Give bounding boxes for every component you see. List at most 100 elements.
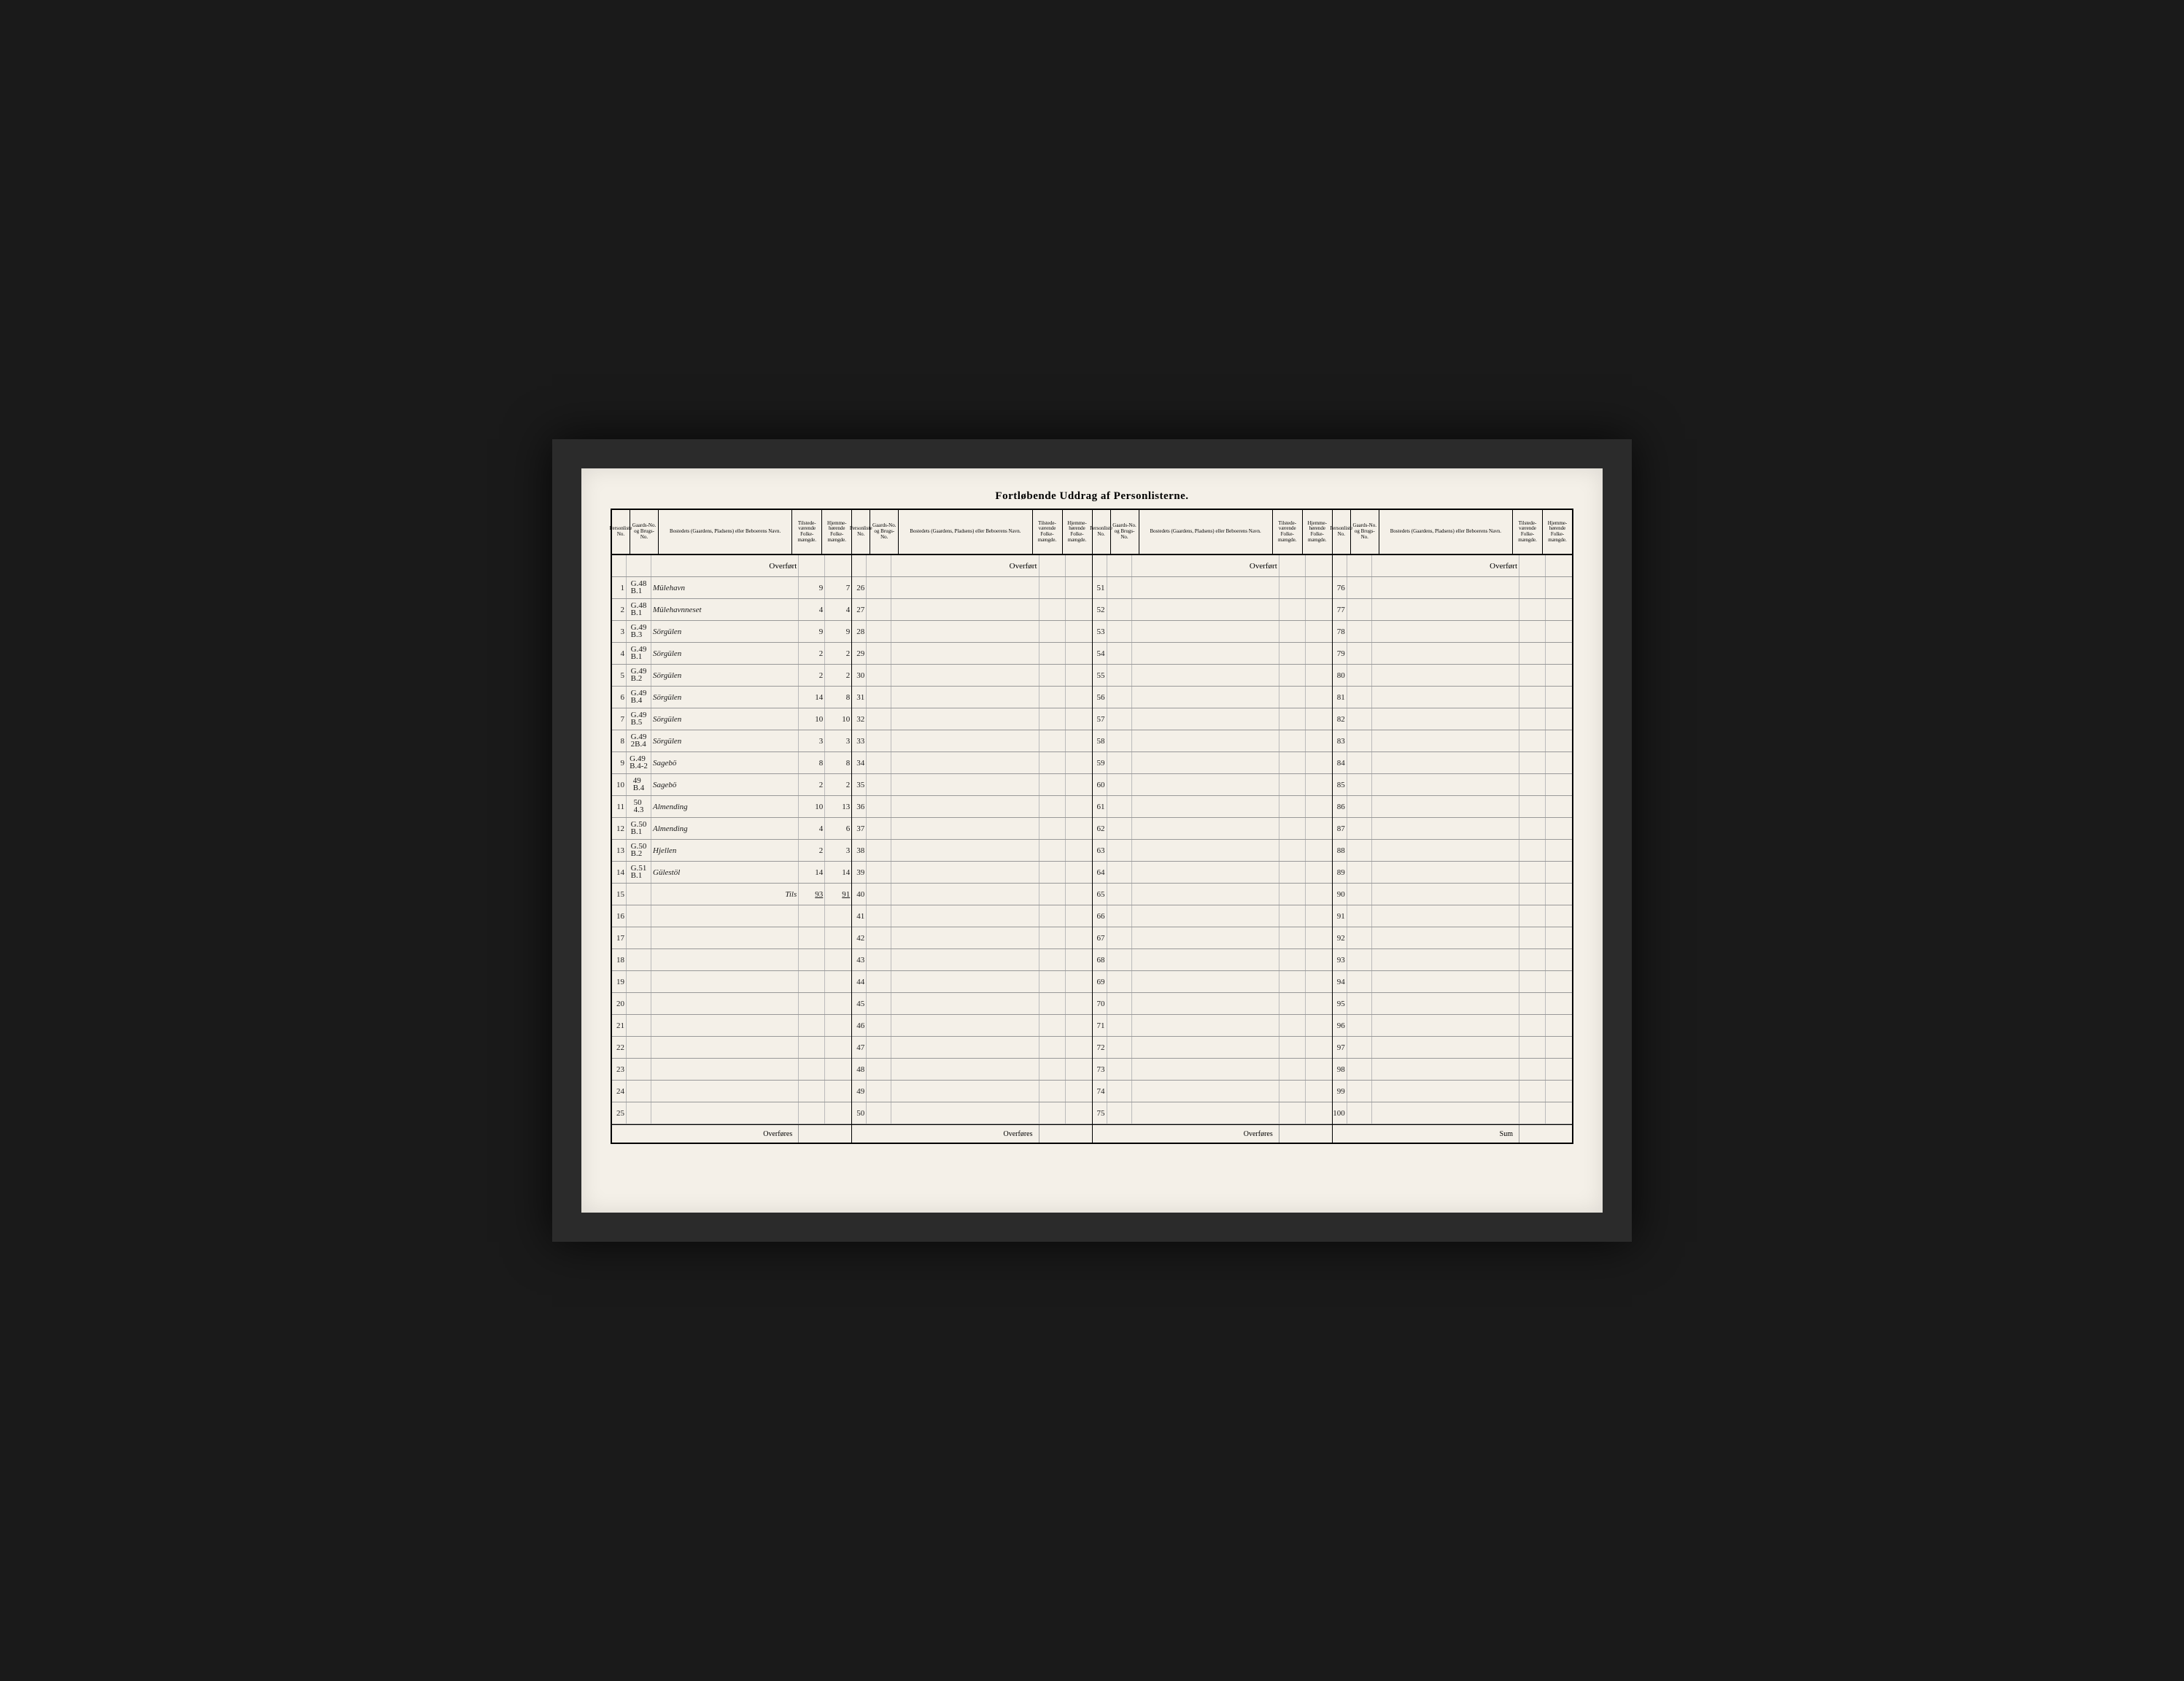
table-row: 93 <box>1333 949 1572 971</box>
table-row: 70 <box>1093 993 1332 1015</box>
row-number: 31 <box>852 687 867 708</box>
hjemme-count: 8 <box>825 687 851 708</box>
bosted-name: Sagebö <box>651 752 799 773</box>
bosted-name: Sörgülen <box>651 643 799 664</box>
table-row: 71 <box>1093 1015 1332 1037</box>
hjemme-count: 8 <box>825 752 851 773</box>
row-number: 2 <box>612 599 627 620</box>
table-row: 78 <box>1333 621 1572 643</box>
ledger-section: Personliste No.Gaards-No. og Brugs-No.Bo… <box>1092 510 1332 1143</box>
table-row: 72 <box>1093 1037 1332 1059</box>
gaard-no: G.49B.5 <box>627 708 651 730</box>
header-cell: Tilstede-værende Folke-mængde. <box>1513 510 1543 554</box>
row-number: 82 <box>1333 708 1347 730</box>
bosted-name: Mülehavnneset <box>651 599 799 620</box>
hjemme-count: 6 <box>825 818 851 839</box>
bosted-name: Sörgülen <box>651 665 799 686</box>
table-row: 49 <box>852 1081 1091 1102</box>
hjemme-count: 3 <box>825 840 851 861</box>
row-number: 83 <box>1333 730 1347 751</box>
table-row: 79 <box>1333 643 1572 665</box>
row-number: 9 <box>612 752 627 773</box>
table-row: 61 <box>1093 796 1332 818</box>
hjemme-count: 2 <box>825 774 851 795</box>
table-row: 50 <box>852 1102 1091 1124</box>
table-row: 43 <box>852 949 1091 971</box>
table-row: 100 <box>1333 1102 1572 1124</box>
row-number: 6 <box>612 687 627 708</box>
row-number: 39 <box>852 862 867 883</box>
row-number: 96 <box>1333 1015 1347 1036</box>
bosted-name: Almending <box>651 818 799 839</box>
header-cell: Gaards-No. og Brugs-No. <box>1111 510 1139 554</box>
header-cell: Hjemme-hørende Folke-mængde. <box>1303 510 1332 554</box>
total-hjemme: 91 <box>825 884 851 905</box>
row-number: 66 <box>1093 905 1107 927</box>
row-number: 98 <box>1333 1059 1347 1080</box>
table-row: 21 <box>612 1015 851 1037</box>
row-number: 50 <box>852 1102 867 1124</box>
table-row: 65 <box>1093 884 1332 905</box>
row-number: 32 <box>852 708 867 730</box>
hjemme-count: 2 <box>825 643 851 664</box>
hjemme-count: 2 <box>825 665 851 686</box>
bosted-name: Mülehavn <box>651 577 799 598</box>
tils-label: Tils <box>651 884 799 905</box>
hjemme-count: 7 <box>825 577 851 598</box>
bosted-name: Hjellen <box>651 840 799 861</box>
table-row: 13 G.50B.2 Hjellen 2 3 <box>612 840 851 862</box>
row-number: 84 <box>1333 752 1347 773</box>
table-row: 5 G.49B.2 Sörgülen 2 2 <box>612 665 851 687</box>
table-row: 31 <box>852 687 1091 708</box>
table-row: 81 <box>1333 687 1572 708</box>
gaard-no: G.50B.1 <box>627 818 651 839</box>
tilstede-count: 3 <box>799 730 825 751</box>
footer-row: Overføres <box>1093 1124 1332 1143</box>
table-row: 68 <box>1093 949 1332 971</box>
overfort-row: Overført <box>1333 555 1572 577</box>
ledger-section: Personliste No.Gaards-No. og Brugs-No.Bo… <box>1332 510 1573 1143</box>
table-row: 41 <box>852 905 1091 927</box>
row-number: 97 <box>1333 1037 1347 1058</box>
table-row: 35 <box>852 774 1091 796</box>
table-row: 64 <box>1093 862 1332 884</box>
gaard-no: G.48B.1 <box>627 599 651 620</box>
table-row: 48 <box>852 1059 1091 1081</box>
tilstede-count: 2 <box>799 840 825 861</box>
row-number: 33 <box>852 730 867 751</box>
gaard-no: 49B.4 <box>627 774 651 795</box>
table-row: 25 <box>612 1102 851 1124</box>
row-number: 91 <box>1333 905 1347 927</box>
row-number: 56 <box>1093 687 1107 708</box>
table-row: 42 <box>852 927 1091 949</box>
table-row: 95 <box>1333 993 1572 1015</box>
table-row: 40 <box>852 884 1091 905</box>
tilstede-count: 9 <box>799 577 825 598</box>
table-row: 84 <box>1333 752 1572 774</box>
table-row: 85 <box>1333 774 1572 796</box>
header-cell: Personliste No. <box>1333 510 1351 554</box>
table-row: 17 <box>612 927 851 949</box>
table-row: 82 <box>1333 708 1572 730</box>
header-cell: Personliste No. <box>612 510 630 554</box>
header-cell: Hjemme-hørende Folke-mængde. <box>1063 510 1092 554</box>
row-number: 12 <box>612 818 627 839</box>
ledger-page: Fortløbende Uddrag af Personlisterne. Pe… <box>581 468 1603 1213</box>
footer-row: Overføres <box>612 1124 851 1143</box>
table-row: 52 <box>1093 599 1332 621</box>
row-number: 8 <box>612 730 627 751</box>
row-number: 36 <box>852 796 867 817</box>
gaard-no: 504.3 <box>627 796 651 817</box>
row-number: 44 <box>852 971 867 992</box>
row-number: 43 <box>852 949 867 970</box>
row-number: 21 <box>612 1015 627 1036</box>
table-row: 26 <box>852 577 1091 599</box>
table-row: 97 <box>1333 1037 1572 1059</box>
body-rows: Overført 51 52 53 54 55 <box>1093 555 1332 1124</box>
footer-row: Sum <box>1333 1124 1572 1143</box>
hjemme-count: 4 <box>825 599 851 620</box>
header-cell: Hjemme-hørende Folke-mængde. <box>822 510 851 554</box>
gaard-no: G.49B.1 <box>627 643 651 664</box>
bosted-name: Sörgülen <box>651 730 799 751</box>
row-number: 89 <box>1333 862 1347 883</box>
